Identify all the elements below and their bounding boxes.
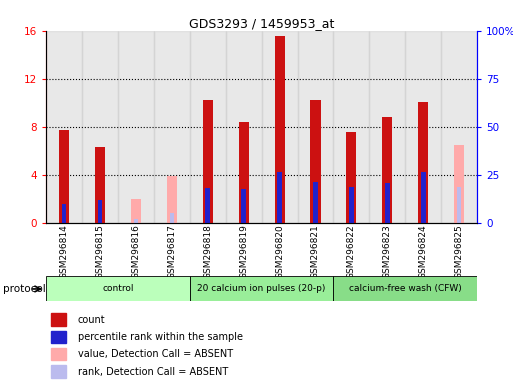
Text: control: control (102, 285, 134, 293)
Bar (385, 183, 390, 223)
Bar (203, 100, 213, 223)
Text: percentile rank within the sample: percentile rank within the sample (78, 332, 243, 342)
Bar (421, 172, 426, 223)
Bar (95, 147, 105, 223)
Bar (274, 36, 285, 223)
Bar (262, 31, 298, 223)
Bar (382, 117, 392, 223)
Bar (346, 131, 357, 223)
Bar (190, 276, 333, 301)
Bar (154, 31, 190, 223)
Bar (226, 31, 262, 223)
Bar (313, 182, 318, 223)
Bar (118, 31, 154, 223)
Bar (133, 219, 139, 223)
Bar (167, 176, 177, 223)
Bar (239, 122, 249, 223)
Bar (169, 213, 174, 223)
Bar (454, 145, 464, 223)
Text: 20 calcium ion pulses (20-p): 20 calcium ion pulses (20-p) (198, 285, 326, 293)
Bar (441, 31, 477, 223)
Bar (298, 31, 333, 223)
Text: rank, Detection Call = ABSENT: rank, Detection Call = ABSENT (78, 366, 228, 377)
Bar (46, 31, 82, 223)
Bar (51, 313, 67, 326)
Bar (51, 331, 67, 343)
Bar (333, 276, 477, 301)
Bar (418, 101, 428, 223)
Bar (205, 188, 210, 223)
Text: count: count (78, 314, 105, 325)
Bar (82, 31, 118, 223)
Bar (349, 187, 354, 223)
Bar (457, 187, 462, 223)
Bar (51, 348, 67, 361)
Title: GDS3293 / 1459953_at: GDS3293 / 1459953_at (189, 17, 334, 30)
Bar (405, 31, 441, 223)
Bar (51, 365, 67, 378)
Bar (97, 200, 103, 223)
Bar (277, 172, 282, 223)
Text: protocol: protocol (3, 284, 45, 294)
Text: calcium-free wash (CFW): calcium-free wash (CFW) (349, 285, 462, 293)
Bar (62, 204, 67, 223)
Bar (310, 100, 321, 223)
Bar (369, 31, 405, 223)
Bar (241, 189, 246, 223)
Bar (131, 199, 141, 223)
Text: value, Detection Call = ABSENT: value, Detection Call = ABSENT (78, 349, 233, 359)
Bar (46, 276, 190, 301)
Bar (59, 130, 69, 223)
Bar (190, 31, 226, 223)
Bar (333, 31, 369, 223)
